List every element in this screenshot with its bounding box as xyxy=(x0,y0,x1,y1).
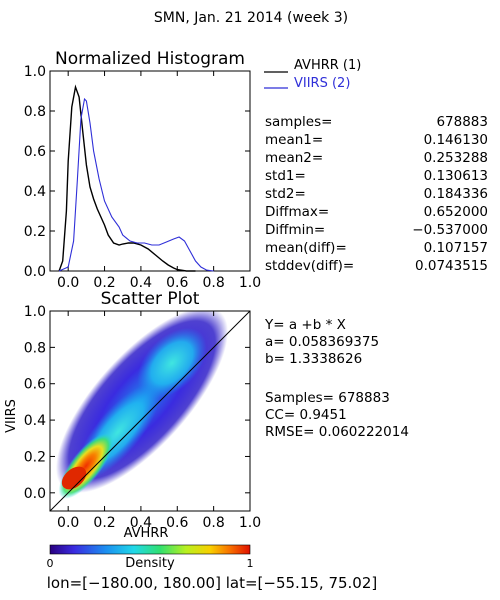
scatter-ytick-label: 0.4 xyxy=(24,413,46,429)
footer-lon-label: lon= xyxy=(47,574,82,592)
scatter-xtick-label: 0.4 xyxy=(130,515,152,531)
histogram-xtick-label: 0.6 xyxy=(166,275,188,291)
density-cloud xyxy=(55,311,229,499)
legend-label-avhrr: AVHRR (1) xyxy=(294,58,361,73)
histogram-series-avhrr xyxy=(58,84,196,272)
footer-lat-label: lat= xyxy=(226,574,258,592)
stat-value: 0.130613 xyxy=(424,168,488,184)
stat-value: 0.146130 xyxy=(424,132,488,148)
stat-label: std2= xyxy=(265,186,306,202)
scatter-xtick-label: 0.6 xyxy=(166,515,188,531)
scatter-ytick-label: 0.0 xyxy=(24,486,46,502)
histogram-frame xyxy=(49,70,251,272)
metric-line: CC= 0.9451 xyxy=(265,407,347,423)
fit-line: Y= a +b * X xyxy=(264,317,346,333)
histogram-ytick-label: 0.6 xyxy=(24,144,46,160)
scatter-ytick-label: 0.6 xyxy=(24,377,46,393)
fit-line: a= 0.058369375 xyxy=(265,334,379,350)
colorbar xyxy=(49,544,251,555)
stat-value: 0.107157 xyxy=(424,240,488,256)
stat-label: Diffmin= xyxy=(265,222,325,238)
stat-label: std1= xyxy=(265,168,306,184)
scatter-ytick-label: 1.0 xyxy=(24,304,46,320)
histogram-xtick-label: 1.0 xyxy=(239,275,261,291)
stat-label: mean1= xyxy=(265,132,323,148)
density-peak xyxy=(61,466,87,490)
stat-value: 0.184336 xyxy=(424,186,488,202)
histogram-xtick-label: 0.8 xyxy=(203,275,225,291)
histogram-series-viirs xyxy=(58,97,214,272)
footer-lon-range: [−180.00, 180.00] xyxy=(82,574,221,592)
scatter-ylabel: VIIRS xyxy=(4,399,19,433)
histogram-stats: samples= 678883 mean1= 0.146130 mean2= 0.2532… xyxy=(265,114,488,274)
histogram-ytick-label: 0.0 xyxy=(24,264,46,280)
stat-label: stddev(diff)= xyxy=(265,258,354,274)
identity-line xyxy=(49,310,251,512)
stat-value: 0.0743515 xyxy=(415,258,488,274)
footer-lat-range: [−55.15, 75.02] xyxy=(258,574,378,592)
histogram-title: Normalized Histogram xyxy=(55,49,245,69)
histogram-xtick-label: 0.2 xyxy=(93,275,115,291)
figure-title: SMN, Jan. 21 2014 (week 3) xyxy=(154,10,348,26)
stat-value: 0.253288 xyxy=(424,150,488,166)
scatter-title: Scatter Plot xyxy=(101,289,200,309)
stat-value: 678883 xyxy=(436,114,488,130)
scatter-ytick-label: 0.8 xyxy=(24,340,46,356)
metric-line: Samples= 678883 xyxy=(265,390,390,406)
stat-label: Diffmax= xyxy=(265,204,329,220)
histogram-ytick-label: 0.4 xyxy=(24,184,46,200)
colorbar-label: Density xyxy=(125,556,175,571)
scatter-xtick-label: 0.0 xyxy=(57,515,79,531)
scatter-xtick-label: 0.2 xyxy=(93,515,115,531)
colorbar-min-label: 0 xyxy=(47,557,54,570)
stat-value: 0.652000 xyxy=(424,204,488,220)
legend-label-viirs: VIIRS (2) xyxy=(294,76,350,91)
scatter-xtick-label: 0.8 xyxy=(203,515,225,531)
footer-coordinates: lon=[−180.00, 180.00] lat=[−55.15, 75.02… xyxy=(47,574,378,592)
histogram-ytick-label: 1.0 xyxy=(24,64,46,80)
metric-line: RMSE= 0.060222014 xyxy=(265,424,409,440)
fit-line: b= 1.3338626 xyxy=(265,351,362,367)
histogram-ytick-label: 0.2 xyxy=(24,224,46,240)
scatter-ytick-label: 0.2 xyxy=(24,449,46,465)
stat-label: mean(diff)= xyxy=(265,240,347,256)
histogram-ytick-label: 0.8 xyxy=(24,104,46,120)
stat-label: mean2= xyxy=(265,150,323,166)
scatter-xlabel: AVHRR xyxy=(124,526,169,541)
histogram-xtick-label: 0.4 xyxy=(130,275,152,291)
histogram-xtick-label: 0.0 xyxy=(57,275,79,291)
density-upper-lobe xyxy=(137,327,207,399)
stat-label: samples= xyxy=(265,114,332,130)
scatter-frame xyxy=(49,310,251,512)
scatter-xtick-label: 1.0 xyxy=(239,515,261,531)
histogram-legend: AVHRR (1) VIIRS (2) xyxy=(264,58,361,91)
colorbar-max-label: 1 xyxy=(247,557,254,570)
stat-value: −0.537000 xyxy=(412,222,488,238)
